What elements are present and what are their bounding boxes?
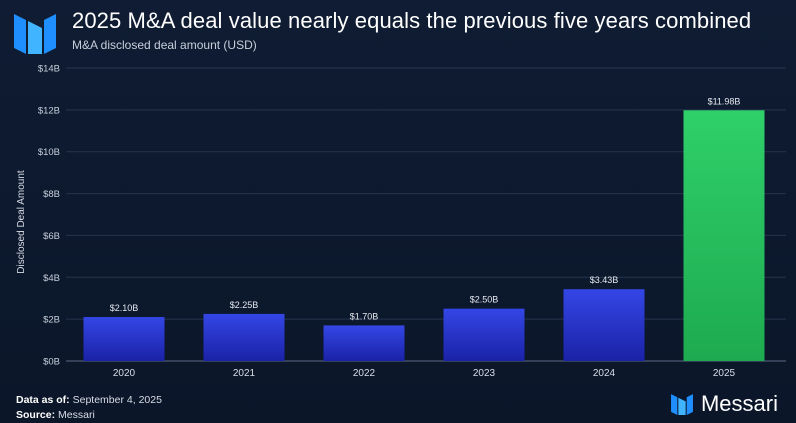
data-label-2023: $2.50B [470,295,499,305]
messari-logo-icon [14,14,56,54]
chart-title: 2025 M&A deal value nearly equals the pr… [72,8,752,33]
bars [83,110,765,361]
y-tick-label: $6B [43,231,60,242]
data-as-of-value: September 4, 2025 [72,394,162,406]
bar-2020 [83,317,165,361]
y-tick-label: $0B [43,357,60,368]
grid-lines [66,67,786,362]
x-tick-label-2021: 2021 [233,368,256,379]
data-label-2021: $2.25B [230,300,259,310]
data-label-2024: $3.43B [590,275,619,285]
source-line: Source: Messari [16,409,95,421]
y-tick-label: $4B [43,273,60,284]
bar-2023 [443,308,525,361]
data-labels: $2.10B $2.25B $1.70B $2.50B $3.43B $11.98B [110,96,741,321]
source-value: Messari [58,409,95,421]
y-tick-label: $14B [38,64,60,75]
x-axis-ticks: 2020 2021 2022 2023 2024 2025 [113,368,736,379]
bar-2025 [683,110,765,361]
data-label-2020: $2.10B [110,303,139,313]
y-tick-label: $8B [43,189,60,200]
messari-brand-icon [671,394,693,415]
brand-mark: Messari [669,391,778,417]
data-as-of-label: Data as of: [16,394,70,406]
chart-subtitle: M&A disclosed deal amount (USD) [72,38,257,52]
y-axis-ticks: $0B $2B $4B $6B $8B $10B $12B $14B [38,64,60,368]
y-axis-label: Disclosed Deal Amount [16,170,27,274]
x-tick-label-2025: 2025 [713,368,736,379]
source-label: Source: [16,409,56,421]
bar-2021 [203,313,285,361]
x-tick-label-2022: 2022 [353,368,376,379]
bar-2022 [323,325,405,361]
brand-name: Messari [700,391,778,416]
x-tick-label-2024: 2024 [593,368,616,379]
y-tick-label: $2B [43,315,60,326]
y-tick-label: $12B [38,105,60,116]
x-tick-label-2023: 2023 [473,368,496,379]
data-as-of-line: Data as of: September 4, 2025 [16,394,162,406]
x-tick-label-2020: 2020 [113,368,136,379]
data-label-2025: $11.98B [708,96,741,106]
data-label-2022: $1.70B [350,311,379,321]
bar-2024 [563,289,645,361]
y-tick-label: $10B [38,147,60,158]
